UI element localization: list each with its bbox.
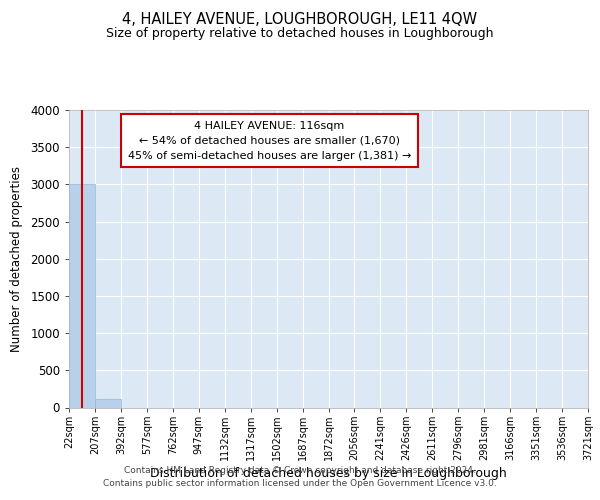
Text: Contains HM Land Registry data © Crown copyright and database right 2024.
Contai: Contains HM Land Registry data © Crown c… — [103, 466, 497, 487]
X-axis label: Distribution of detached houses by size in Loughborough: Distribution of detached houses by size … — [150, 467, 507, 480]
Text: 4 HAILEY AVENUE: 116sqm
← 54% of detached houses are smaller (1,670)
45% of semi: 4 HAILEY AVENUE: 116sqm ← 54% of detache… — [128, 121, 411, 161]
Y-axis label: Number of detached properties: Number of detached properties — [10, 166, 23, 352]
Bar — [69, 184, 95, 408]
Text: 4, HAILEY AVENUE, LOUGHBOROUGH, LE11 4QW: 4, HAILEY AVENUE, LOUGHBOROUGH, LE11 4QW — [122, 12, 478, 28]
Bar — [95, 398, 121, 407]
Text: Size of property relative to detached houses in Loughborough: Size of property relative to detached ho… — [106, 28, 494, 40]
